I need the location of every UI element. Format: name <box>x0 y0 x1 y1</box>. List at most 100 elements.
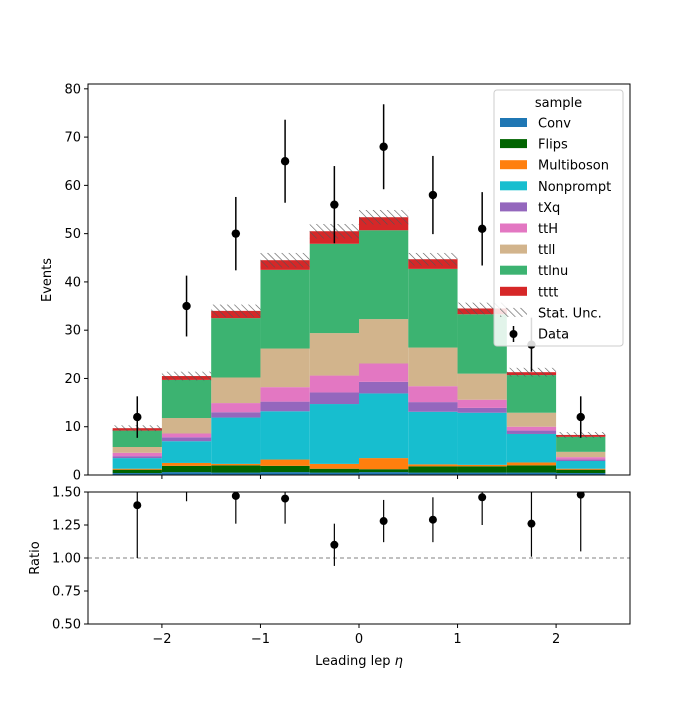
bar-ttll-3 <box>260 348 310 388</box>
bar-conv-6 <box>408 472 458 475</box>
ratio-point-9 <box>576 492 585 499</box>
ratio-xtick-label-1: −1 <box>251 632 270 647</box>
data-point-2 <box>231 229 241 238</box>
bar-conv-2 <box>211 472 261 475</box>
bar-ttll-4 <box>309 333 359 376</box>
data-point-0 <box>133 412 142 422</box>
legend-label-tttt: tttt <box>538 285 558 300</box>
data-point-1 <box>182 301 191 311</box>
bar-nonprompt-0 <box>112 458 162 469</box>
legend-label-tth: ttH <box>538 222 558 237</box>
bar-tth-4 <box>309 375 359 393</box>
bar-multiboson-9 <box>556 468 606 470</box>
bar-nonprompt-9 <box>556 461 606 469</box>
data-point-3 <box>280 157 290 166</box>
x-axis-label-text: Leading lep <box>315 654 394 669</box>
legend-swatch-ttlnu <box>500 265 527 275</box>
bar-nonprompt-1 <box>161 441 212 463</box>
ratio-point-0 <box>133 501 142 510</box>
ratio-xtick-label-4: 2 <box>552 632 560 647</box>
legend-label-ttlnu: ttlnu <box>538 264 568 279</box>
ratio-xtick-label-3: 1 <box>453 632 461 647</box>
bar-txq-7 <box>457 407 507 413</box>
bar-multiboson-3 <box>260 459 310 466</box>
bar-flips-5 <box>359 469 409 473</box>
bar-tth-7 <box>457 399 507 408</box>
legend-swatch-txq <box>500 202 527 212</box>
bar-ttll-0 <box>112 447 162 453</box>
ratio-point-3 <box>281 494 290 503</box>
legend-label-ttll: ttll <box>538 243 555 258</box>
ratio-axes-frame <box>87 491 631 625</box>
ratio-point-6 <box>428 515 437 524</box>
bar-nonprompt-7 <box>457 412 507 465</box>
bar-txq-2 <box>211 412 261 418</box>
bar-txq-6 <box>408 402 458 412</box>
data-point-6 <box>428 190 438 200</box>
legend-label-data: Data <box>538 328 569 343</box>
bar-flips-7 <box>457 466 507 473</box>
y-axis-label-ratio: Ratio <box>28 541 43 574</box>
stat-unc-band-8 <box>506 367 557 377</box>
stat-unc-band-1 <box>161 371 212 381</box>
bar-tth-9 <box>556 457 606 460</box>
bar-multiboson-8 <box>506 462 557 466</box>
bar-txq-8 <box>506 430 557 434</box>
legend-swatch-ttll <box>500 244 527 254</box>
ratio-xtick-label-2: 0 <box>355 632 363 647</box>
bar-txq-4 <box>309 392 359 405</box>
bar-flips-6 <box>408 466 458 473</box>
legend-swatch-tttt <box>500 286 527 296</box>
bar-flips-1 <box>161 465 212 473</box>
bar-nonprompt-4 <box>309 404 359 464</box>
bar-ttll-1 <box>161 418 212 434</box>
bar-nonprompt-6 <box>408 411 458 465</box>
bar-ttll-5 <box>359 319 409 364</box>
main-ytick-label-5: 50 <box>64 227 81 242</box>
legend-label-txq: tXq <box>538 201 560 216</box>
bar-ttlnu-3 <box>260 269 310 349</box>
legend-swatch-multiboson <box>500 160 527 170</box>
legend-title: sample <box>535 96 582 111</box>
data-point-5 <box>379 142 388 151</box>
stat-unc-band-2 <box>211 304 261 318</box>
bar-nonprompt-5 <box>359 393 409 459</box>
bar-ttlnu-9 <box>556 436 606 452</box>
bar-txq-9 <box>556 459 606 462</box>
bar-tth-2 <box>211 403 261 413</box>
bar-conv-1 <box>161 472 212 475</box>
bar-flips-2 <box>211 465 261 473</box>
bar-ttll-2 <box>211 377 261 404</box>
ratio-ytick-label-3: 1.25 <box>52 519 81 534</box>
legend-swatch-stat-unc <box>500 307 527 317</box>
legend-swatch-tth <box>500 223 527 233</box>
ratio-point-5 <box>379 517 388 526</box>
bar-tth-3 <box>260 387 310 402</box>
bar-txq-1 <box>161 437 212 442</box>
y-axis-label-events: Events <box>40 258 55 302</box>
bar-ttlnu-2 <box>211 318 261 378</box>
stat-unc-band-3 <box>260 252 310 268</box>
legend-box <box>493 89 624 347</box>
bar-ttlnu-0 <box>112 430 162 448</box>
legend-label-stat-unc: Stat. Unc. <box>538 306 602 321</box>
bar-ttll-7 <box>457 373 507 400</box>
main-ytick-label-6: 60 <box>64 179 81 194</box>
bar-multiboson-6 <box>408 464 458 467</box>
bar-flips-0 <box>112 469 162 474</box>
main-ytick-label-4: 40 <box>64 275 81 290</box>
bar-tth-5 <box>359 363 409 382</box>
bar-multiboson-4 <box>309 463 359 469</box>
bar-ttlnu-4 <box>309 243 359 334</box>
bar-multiboson-0 <box>112 468 162 470</box>
bar-txq-0 <box>112 456 162 459</box>
bar-nonprompt-2 <box>211 417 261 464</box>
bar-conv-0 <box>112 473 162 475</box>
bar-ttll-9 <box>556 451 606 458</box>
ratio-xtick-label-0: −2 <box>152 632 171 647</box>
bar-multiboson-5 <box>359 458 409 470</box>
legend-label-flips: Flips <box>538 138 568 153</box>
legend-swatch-nonprompt <box>500 181 527 191</box>
main-ytick-label-8: 80 <box>64 82 81 97</box>
